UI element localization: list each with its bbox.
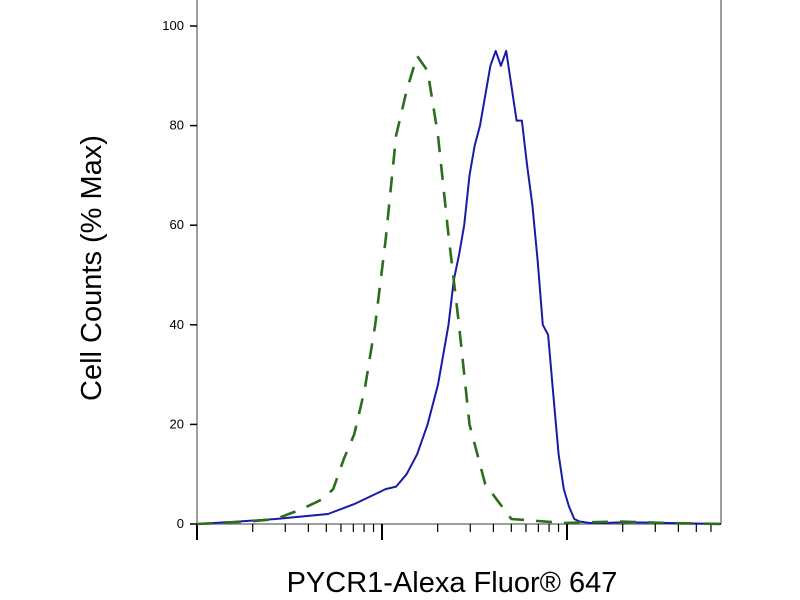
y-tick-label: 60 xyxy=(170,217,184,232)
y-tick-label: 40 xyxy=(170,317,184,332)
y-axis-title: Cell Counts (% Max) xyxy=(76,135,108,401)
x-axis xyxy=(196,524,712,540)
control-histogram-line xyxy=(196,54,722,526)
series-layer xyxy=(196,49,722,526)
y-axis: 0 20 40 60 80 100 xyxy=(162,18,197,531)
y-tick-label: 0 xyxy=(177,516,184,531)
x-axis-title: PYCR1-Alexa Fluor® 647 xyxy=(287,567,618,599)
y-tick-label: 80 xyxy=(170,118,184,133)
y-tick-label: 20 xyxy=(170,416,184,431)
y-tick-label: 100 xyxy=(162,18,184,33)
pycr1-histogram-line xyxy=(196,49,722,525)
plot-frame xyxy=(196,0,722,525)
